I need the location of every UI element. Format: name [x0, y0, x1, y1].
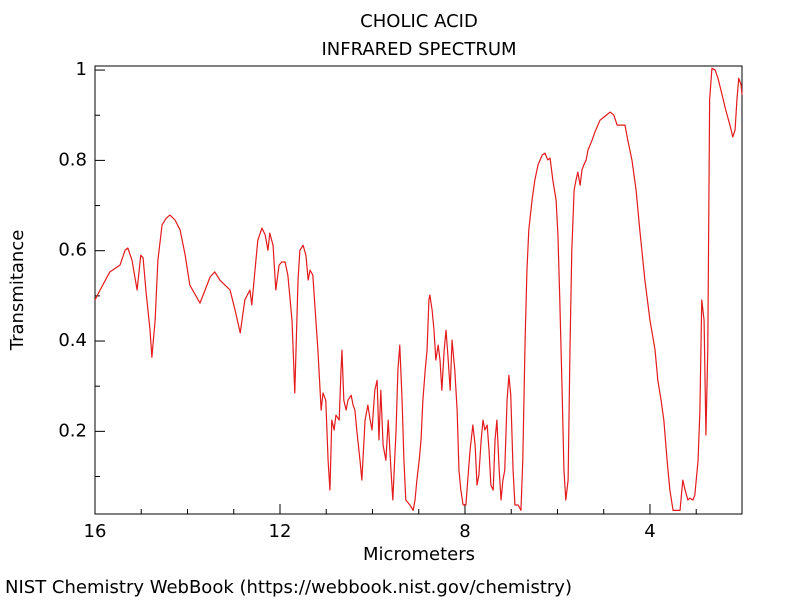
y-tick-label: 0.8	[58, 149, 87, 170]
source-note: NIST Chemistry WebBook (https://webbook.…	[5, 577, 572, 598]
x-axis-label: Micrometers	[363, 544, 475, 565]
x-tick-label: 12	[269, 521, 292, 542]
y-tick-label: 0.6	[58, 240, 87, 261]
x-tick-label: 4	[644, 521, 655, 542]
spectrum-line	[94, 67, 743, 511]
x-tick-label: 8	[459, 521, 470, 542]
x-tick-label: 16	[84, 521, 107, 542]
y-tick-label: 0.2	[58, 420, 87, 441]
y-tick-label: 0.4	[58, 330, 87, 351]
y-axis-label: Transmitance	[7, 230, 28, 352]
y-tick-label: 1	[76, 59, 87, 80]
chart-title: CHOLIC ACID	[360, 11, 478, 32]
chart-subtitle: INFRARED SPECTRUM	[321, 39, 516, 60]
